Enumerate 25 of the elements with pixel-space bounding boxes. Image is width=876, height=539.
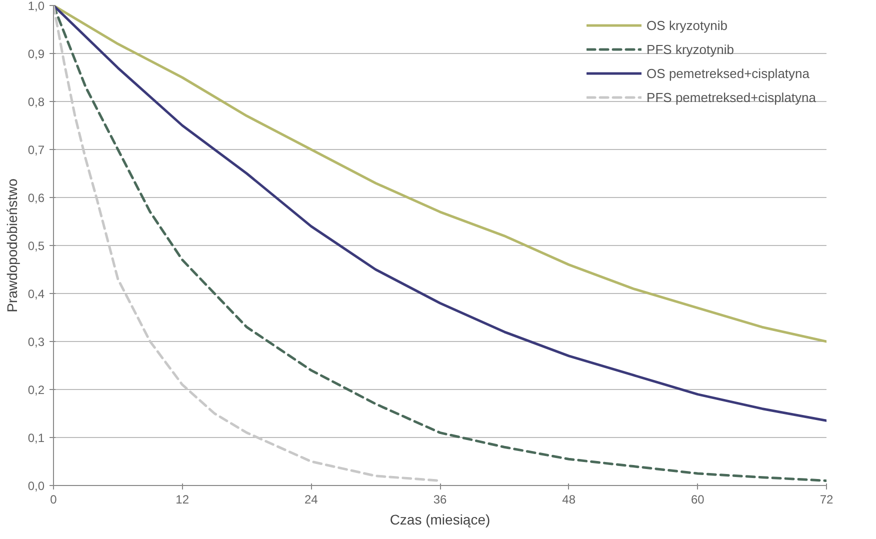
y-tick-label: 0,7 <box>28 143 45 157</box>
legend-label: PFS kryzotynib <box>646 42 734 56</box>
legend-label: OS pemetreksed+cisplatyna <box>646 66 810 80</box>
x-axis-title: Czas (miesiące) <box>390 512 490 528</box>
x-tick-label: 60 <box>690 492 705 506</box>
legend-label: OS kryzotynib <box>646 18 728 32</box>
x-tick-label: 24 <box>304 492 318 506</box>
y-tick-label: 0,8 <box>28 95 45 109</box>
legend-label: PFS pemetreksed+cisplatyna <box>646 90 816 104</box>
y-tick-label: 0,2 <box>28 383 45 397</box>
y-tick-label: 0,5 <box>28 239 45 253</box>
y-tick-label: 1,0 <box>28 0 45 13</box>
y-tick-label: 0,4 <box>28 287 45 301</box>
y-tick-label: 0,1 <box>28 431 45 445</box>
x-tick-label: 72 <box>820 492 834 506</box>
y-tick-label: 0,0 <box>28 479 45 493</box>
x-tick-label: 36 <box>433 492 447 506</box>
x-tick-label: 12 <box>176 492 190 506</box>
y-tick-label: 0,9 <box>28 47 45 61</box>
line-series <box>54 6 826 343</box>
y-tick-label: 0,6 <box>28 191 45 205</box>
y-axis-title: Prawdopodobieństwo <box>4 178 20 312</box>
x-tick-label: 48 <box>562 492 576 506</box>
y-tick-label: 0,3 <box>28 335 45 349</box>
x-tick-label: 0 <box>50 492 58 506</box>
